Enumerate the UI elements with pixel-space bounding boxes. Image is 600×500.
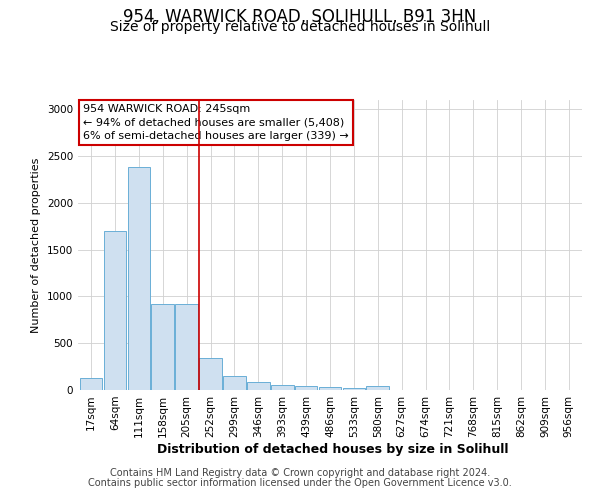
Bar (80, 378, 103, 390)
Text: Size of property relative to detached houses in Solihull: Size of property relative to detached ho… (110, 20, 490, 34)
Text: Contains public sector information licensed under the Open Government Licence v3: Contains public sector information licen… (88, 478, 512, 488)
Bar (104, 231, 127, 390)
Bar (223, 376, 246, 390)
Text: 954, WARWICK ROAD, SOLIHULL, B91 3HN: 954, WARWICK ROAD, SOLIHULL, B91 3HN (124, 8, 476, 26)
Bar (128, 168, 150, 390)
Bar (319, 387, 341, 390)
Bar (247, 382, 269, 390)
Bar (175, 304, 198, 390)
Bar (271, 385, 293, 390)
Text: Contains HM Land Registry data © Crown copyright and database right 2024.: Contains HM Land Registry data © Crown c… (110, 468, 490, 477)
Y-axis label: Number of detached properties: Number of detached properties (31, 158, 41, 332)
Bar (295, 386, 317, 390)
Bar (199, 358, 222, 390)
Text: 954 WARWICK ROAD: 245sqm
← 94% of detached houses are smaller (5,408)
6% of semi: 954 WARWICK ROAD: 245sqm ← 94% of detach… (83, 104, 349, 141)
Text: Distribution of detached houses by size in Solihull: Distribution of detached houses by size … (157, 442, 509, 456)
Bar (151, 304, 174, 390)
Bar (343, 388, 365, 390)
Bar (367, 386, 389, 390)
